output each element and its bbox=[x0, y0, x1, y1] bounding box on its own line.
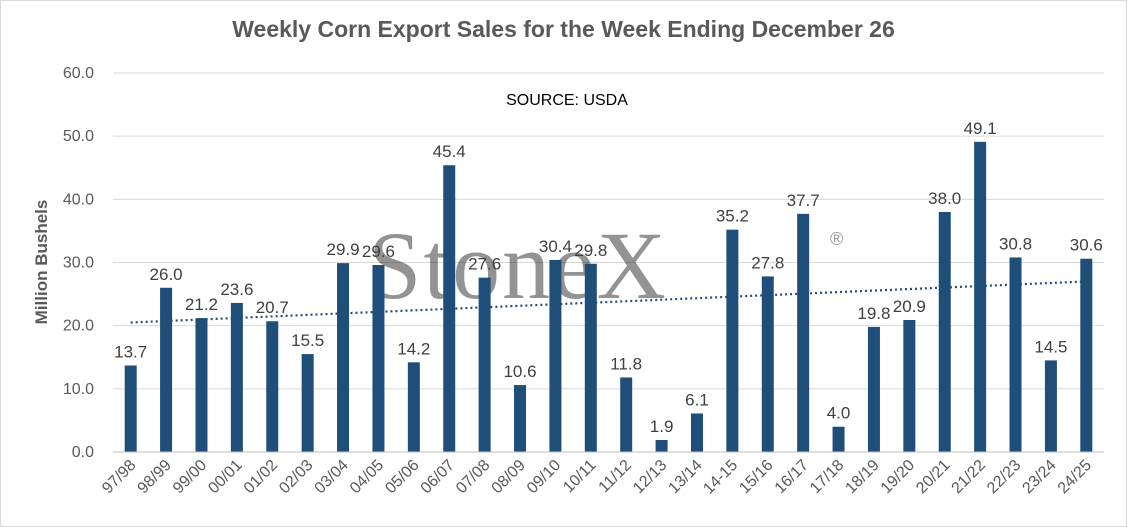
bar bbox=[443, 165, 456, 452]
x-tick-label: 99/00 bbox=[170, 457, 210, 497]
x-tick-label: 04/05 bbox=[347, 457, 387, 497]
bar bbox=[761, 276, 774, 452]
x-tick-label: 12/13 bbox=[630, 457, 670, 497]
data-label: 1.9 bbox=[650, 417, 674, 436]
bar bbox=[938, 211, 951, 452]
x-tick-label: 07/08 bbox=[453, 457, 493, 497]
bar bbox=[514, 385, 527, 452]
x-tick-label: 20/21 bbox=[913, 457, 953, 497]
data-label: 13.7 bbox=[114, 342, 147, 361]
bar bbox=[726, 229, 739, 452]
x-tick-label: 00/01 bbox=[205, 457, 245, 497]
x-tick-label: 13/14 bbox=[665, 457, 705, 497]
x-tick-label: 16/17 bbox=[772, 457, 812, 497]
data-label: 14.2 bbox=[397, 339, 430, 358]
bar bbox=[160, 287, 173, 452]
data-label: 14.5 bbox=[1034, 337, 1067, 356]
data-label: 6.1 bbox=[685, 390, 709, 409]
bar bbox=[832, 426, 845, 452]
source-note: SOURCE: USDA bbox=[506, 92, 628, 109]
x-tick-label: 21/22 bbox=[949, 457, 989, 497]
bar bbox=[620, 377, 633, 452]
bar bbox=[1044, 360, 1057, 452]
x-tick-label: 03/04 bbox=[312, 457, 352, 497]
chart-title: Weekly Corn Export Sales for the Week En… bbox=[232, 16, 895, 42]
data-label: 27.6 bbox=[468, 255, 501, 274]
bar bbox=[195, 318, 208, 452]
data-label: 27.8 bbox=[751, 253, 784, 272]
data-label: 23.6 bbox=[220, 280, 253, 299]
bar bbox=[867, 326, 880, 452]
x-tick-label: 18/19 bbox=[842, 457, 882, 497]
data-label: 30.6 bbox=[1070, 236, 1103, 255]
bar bbox=[655, 439, 668, 452]
data-label: 10.6 bbox=[503, 362, 536, 381]
x-tick-label: 14-15 bbox=[700, 457, 741, 498]
data-label: 20.7 bbox=[256, 298, 289, 317]
bar bbox=[124, 365, 137, 452]
bar bbox=[974, 141, 987, 452]
x-tick-label: 02/03 bbox=[276, 457, 316, 497]
bar bbox=[301, 354, 314, 452]
x-tick-label: 06/07 bbox=[418, 457, 458, 497]
bar bbox=[797, 213, 810, 452]
data-label: 11.8 bbox=[610, 354, 642, 373]
y-axis-label: Million Bushels bbox=[32, 200, 51, 325]
bar bbox=[690, 413, 703, 452]
x-tick-label: 98/99 bbox=[135, 457, 175, 497]
bar bbox=[549, 259, 562, 452]
y-tick-label: 20.0 bbox=[63, 318, 94, 335]
bar bbox=[337, 263, 350, 452]
data-label: 30.4 bbox=[539, 237, 572, 256]
data-label: 45.4 bbox=[433, 142, 466, 161]
x-tick-label: 08/09 bbox=[489, 457, 529, 497]
y-tick-label: 10.0 bbox=[63, 381, 94, 398]
data-label: 20.9 bbox=[893, 297, 926, 316]
y-tick-label: 30.0 bbox=[63, 255, 94, 272]
x-tick-label: 05/06 bbox=[382, 457, 422, 497]
data-label: 15.5 bbox=[291, 331, 324, 350]
x-tick-label: 15/16 bbox=[736, 457, 776, 497]
data-label: 29.9 bbox=[327, 240, 360, 259]
data-label: 37.7 bbox=[787, 191, 820, 210]
data-label: 21.2 bbox=[185, 295, 218, 314]
bar bbox=[1080, 258, 1093, 452]
data-label: 29.6 bbox=[362, 242, 395, 261]
bar bbox=[584, 263, 597, 452]
bar bbox=[407, 362, 420, 452]
x-tick-label: 22/23 bbox=[984, 457, 1024, 497]
data-label: 35.2 bbox=[716, 207, 749, 226]
x-tick-label: 97/98 bbox=[99, 457, 139, 497]
watermark-logo: StoneX bbox=[368, 212, 668, 319]
y-tick-label: 60.0 bbox=[63, 65, 94, 82]
bar bbox=[230, 302, 243, 452]
watermark-registered-mark: ® bbox=[830, 229, 843, 249]
x-tick-label: 10/11 bbox=[560, 457, 600, 497]
data-label: 19.8 bbox=[857, 304, 890, 323]
data-label: 49.1 bbox=[964, 119, 997, 138]
y-tick-label: 40.0 bbox=[63, 191, 94, 208]
bar bbox=[266, 321, 279, 452]
x-tick-label: 01/02 bbox=[241, 457, 281, 497]
data-label: 29.8 bbox=[574, 241, 607, 260]
x-tick-label: 23/24 bbox=[1019, 457, 1059, 497]
data-label: 30.8 bbox=[999, 234, 1032, 253]
data-label: 4.0 bbox=[827, 404, 851, 423]
bar bbox=[903, 319, 916, 452]
x-tick-label: 09/10 bbox=[524, 457, 564, 497]
x-tick-label: 17/18 bbox=[807, 457, 847, 497]
y-tick-label: 50.0 bbox=[63, 128, 94, 145]
x-tick-label: 24/25 bbox=[1055, 457, 1095, 497]
data-label: 26.0 bbox=[150, 265, 183, 284]
x-tick-label: 19/20 bbox=[878, 457, 918, 497]
x-tick-label: 11/12 bbox=[596, 457, 636, 497]
bar bbox=[372, 265, 385, 452]
bar bbox=[1009, 257, 1022, 452]
y-tick-label: 0.0 bbox=[72, 444, 94, 461]
data-label: 38.0 bbox=[928, 189, 961, 208]
bar bbox=[478, 277, 491, 452]
